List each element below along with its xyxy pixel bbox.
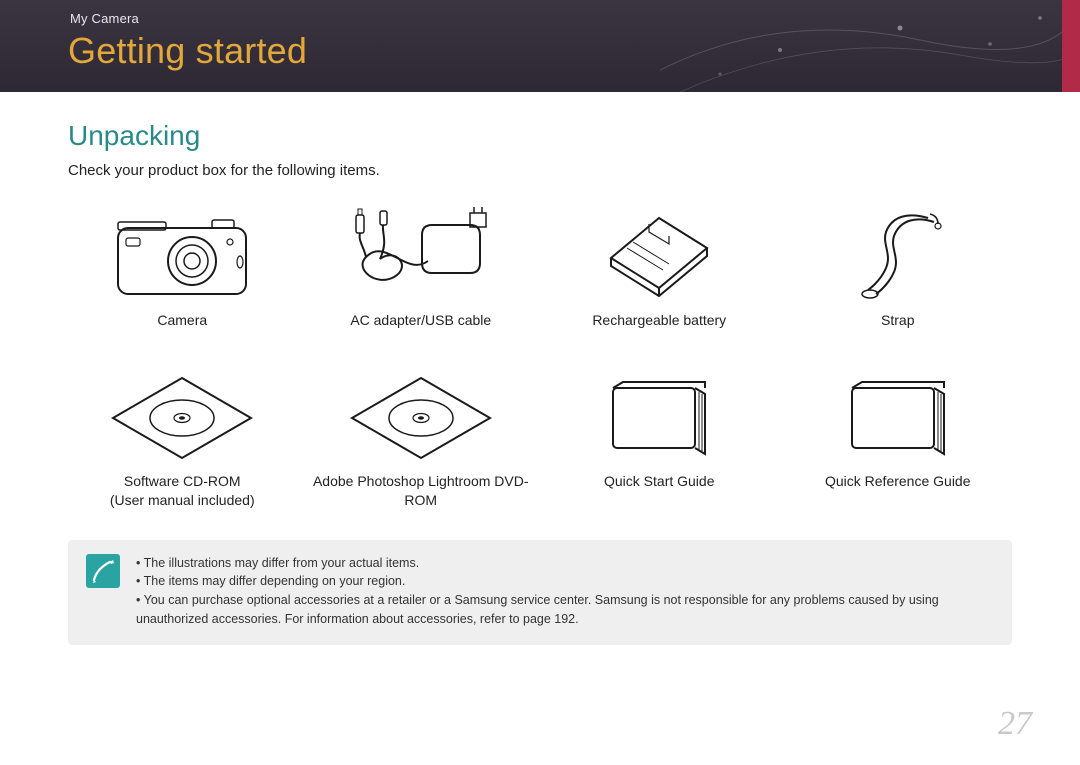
item-label: Software CD-ROM(User manual included)	[110, 472, 255, 510]
note-box: The illustrations may differ from your a…	[68, 540, 1012, 645]
adapter-icon	[336, 203, 506, 311]
note-bullet: The illustrations may differ from your a…	[136, 554, 994, 573]
chapter-title: Getting started	[68, 30, 307, 72]
section-title: Unpacking	[68, 120, 1012, 152]
item-label: Rechargeable battery	[592, 311, 726, 330]
section-intro: Check your product box for the following…	[68, 162, 1012, 179]
item-label: Adobe Photoshop Lightroom DVD-ROM	[311, 472, 531, 510]
strap-icon	[838, 203, 958, 311]
item-label: Strap	[881, 311, 914, 330]
item-label: Quick Reference Guide	[825, 472, 971, 491]
item-quick-reference-guide: Quick Reference Guide	[784, 364, 1013, 510]
cd-icon	[107, 364, 257, 472]
item-quick-start-guide: Quick Start Guide	[545, 364, 774, 510]
page-number: 27	[998, 705, 1032, 743]
item-label: Quick Start Guide	[604, 472, 715, 491]
item-lightroom-dvd: Adobe Photoshop Lightroom DVD-ROM	[307, 364, 536, 510]
note-pen-icon	[86, 554, 120, 588]
note-bullet: The items may differ depending on your r…	[136, 572, 994, 591]
booklet-icon	[599, 364, 719, 472]
item-strap: Strap	[784, 203, 1013, 330]
banner-swirl-decoration	[660, 0, 1080, 92]
item-camera: Camera	[68, 203, 297, 330]
item-label: AC adapter/USB cable	[350, 311, 491, 330]
cd-icon	[346, 364, 496, 472]
breadcrumb: My Camera	[70, 11, 139, 26]
top-banner: My Camera Getting started	[0, 0, 1080, 92]
battery-icon	[599, 203, 719, 311]
accent-stripe	[1062, 0, 1080, 92]
note-list: The illustrations may differ from your a…	[136, 554, 994, 629]
camera-icon	[112, 203, 252, 311]
item-battery: Rechargeable battery	[545, 203, 774, 330]
items-grid: Camera AC adapter/USB cable	[68, 203, 1012, 510]
page-content: Unpacking Check your product box for the…	[0, 92, 1080, 645]
item-adapter: AC adapter/USB cable	[307, 203, 536, 330]
item-label: Camera	[157, 311, 207, 330]
note-bullet: You can purchase optional accessories at…	[136, 591, 994, 629]
booklet-icon	[838, 364, 958, 472]
item-software-cd: Software CD-ROM(User manual included)	[68, 364, 297, 510]
